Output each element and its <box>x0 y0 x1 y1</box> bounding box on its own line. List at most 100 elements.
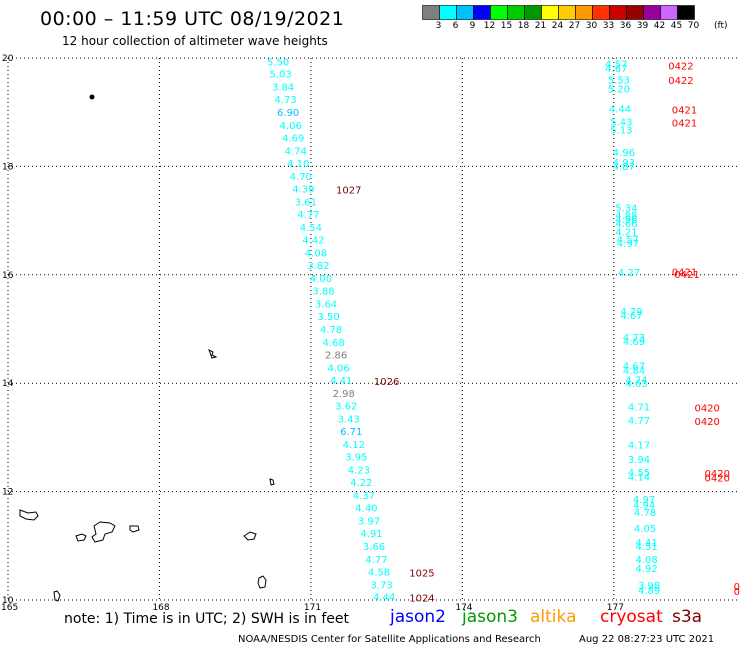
swh-value: 4.69 <box>623 337 645 348</box>
scale-swatch <box>507 5 525 20</box>
swh-value: 3.62 <box>335 401 357 412</box>
swh-value: 4.92 <box>635 564 657 575</box>
swh-value: 3.95 <box>345 452 367 463</box>
swh-value: 4.69 <box>282 134 304 145</box>
legend-jason3: jason3 <box>462 607 518 627</box>
swh-value: 4.57 <box>617 235 639 246</box>
swh-value: 3.88 <box>312 287 334 298</box>
island <box>269 478 275 486</box>
scale-swatch <box>490 5 508 20</box>
page-subtitle: 12 hour collection of altimeter wave hei… <box>62 34 328 48</box>
scale-label: 27 <box>568 21 581 31</box>
scale-swatch <box>660 5 678 20</box>
scale-label: 33 <box>602 21 615 31</box>
scale-swatch <box>626 5 644 20</box>
swh-value: 4.58 <box>368 567 390 578</box>
swh-value: 4.12 <box>343 440 365 451</box>
swh-value: 4.57 <box>605 59 627 70</box>
swh-value: 4.55 <box>628 468 650 479</box>
swh-value: 4.67 <box>620 311 642 322</box>
swh-value: 4.66 <box>615 219 637 230</box>
island-outlines <box>19 94 275 602</box>
swh-value: 5.03 <box>269 70 291 81</box>
swh-value: 4.06 <box>280 121 302 132</box>
lon-tick-label: 174 <box>455 603 472 613</box>
swh-value: 4.84 <box>623 366 645 377</box>
scale-label: 42 <box>653 21 666 31</box>
swh-value: 3.64 <box>315 300 337 311</box>
lat-tick-label: 10 <box>2 596 14 606</box>
legend-jason2: jason2 <box>390 607 446 627</box>
island <box>257 575 267 589</box>
scale-swatch <box>524 5 542 20</box>
island <box>19 509 39 521</box>
generated-timestamp: Aug 22 08:27:23 UTC 2021 <box>579 634 715 645</box>
time-label: 0421 <box>672 118 697 129</box>
scale-label: 36 <box>619 21 632 31</box>
page-title: 00:00 – 11:59 UTC 08/19/2021 <box>40 8 345 30</box>
scale-swatch <box>609 5 627 20</box>
swh-value: 4.88 <box>615 211 637 222</box>
scale-label: 45 <box>670 21 683 31</box>
swh-value: 4.77 <box>365 555 387 566</box>
swh-value: 4.21 <box>615 227 637 238</box>
swh-value: 4.74 <box>285 147 307 158</box>
lon-tick-label: 165 <box>1 603 18 613</box>
lat-tick-label: 12 <box>2 488 13 498</box>
scale-label: 70 <box>687 21 700 31</box>
swh-value: 4.70 <box>290 172 312 183</box>
time-label: 0421 <box>672 105 697 116</box>
scale-swatch <box>422 5 440 20</box>
scale-swatch <box>592 5 610 20</box>
swh-value: 4.78 <box>320 325 342 336</box>
swh-value: 3.43 <box>338 414 360 425</box>
swh-value: 4.73 <box>623 333 645 344</box>
swh-points: 5.505.033.844.736.904.064.694.744.104.70… <box>267 57 740 604</box>
swh-value: 3.61 <box>295 198 317 209</box>
swh-value: 5.13 <box>610 126 632 137</box>
lat-tick-label: 20 <box>2 54 14 64</box>
island <box>91 521 116 543</box>
scale-label: 21 <box>534 21 547 31</box>
swh-value: 4.67 <box>605 64 627 75</box>
time-label: 1025 <box>409 568 434 579</box>
scale-label: 39 <box>636 21 649 31</box>
swh-value: 4.42 <box>302 236 324 247</box>
swh-value: 4.93 <box>613 158 635 169</box>
scale-unit: (ft) <box>714 21 728 31</box>
scale-label: 15 <box>500 21 513 31</box>
time-label: 1024 <box>409 594 434 605</box>
scale-label: 9 <box>469 21 476 31</box>
island <box>129 525 140 533</box>
footnote: note: 1) Time is in UTC; 2) SWH is in fe… <box>64 611 350 627</box>
swh-value: 3.84 <box>272 83 294 94</box>
scale-swatch <box>541 5 559 20</box>
legend-altika: altika <box>530 607 577 627</box>
scale-swatch <box>575 5 593 20</box>
scale-swatch <box>439 5 457 20</box>
scale-swatch <box>677 5 695 20</box>
swh-value: 4.67 <box>623 361 645 372</box>
lat-tick-label: 14 <box>2 379 14 389</box>
swh-value: 6.90 <box>277 108 299 119</box>
lat-tick-label: 16 <box>2 271 14 281</box>
swh-value: 4.44 <box>609 104 631 115</box>
swh-value: 3.50 <box>317 312 339 323</box>
scale-swatch <box>456 5 474 20</box>
scale-label: 24 <box>551 21 564 31</box>
swh-value: 4.97 <box>633 495 655 506</box>
swh-value: 4.10 <box>287 159 309 170</box>
swh-value: 4.06 <box>328 363 350 374</box>
swh-value: 4.41 <box>330 376 352 387</box>
lat-tick-label: 18 <box>2 162 14 172</box>
swh-value: 4.05 <box>634 524 656 535</box>
scale-swatch <box>558 5 576 20</box>
swh-value: 4.74 <box>625 375 647 386</box>
swh-value: 5.50 <box>267 57 289 68</box>
swh-value: 3.94 <box>628 455 650 466</box>
island <box>53 590 61 602</box>
scale-label: 30 <box>585 21 598 31</box>
lon-tick-label: 177 <box>607 603 624 613</box>
